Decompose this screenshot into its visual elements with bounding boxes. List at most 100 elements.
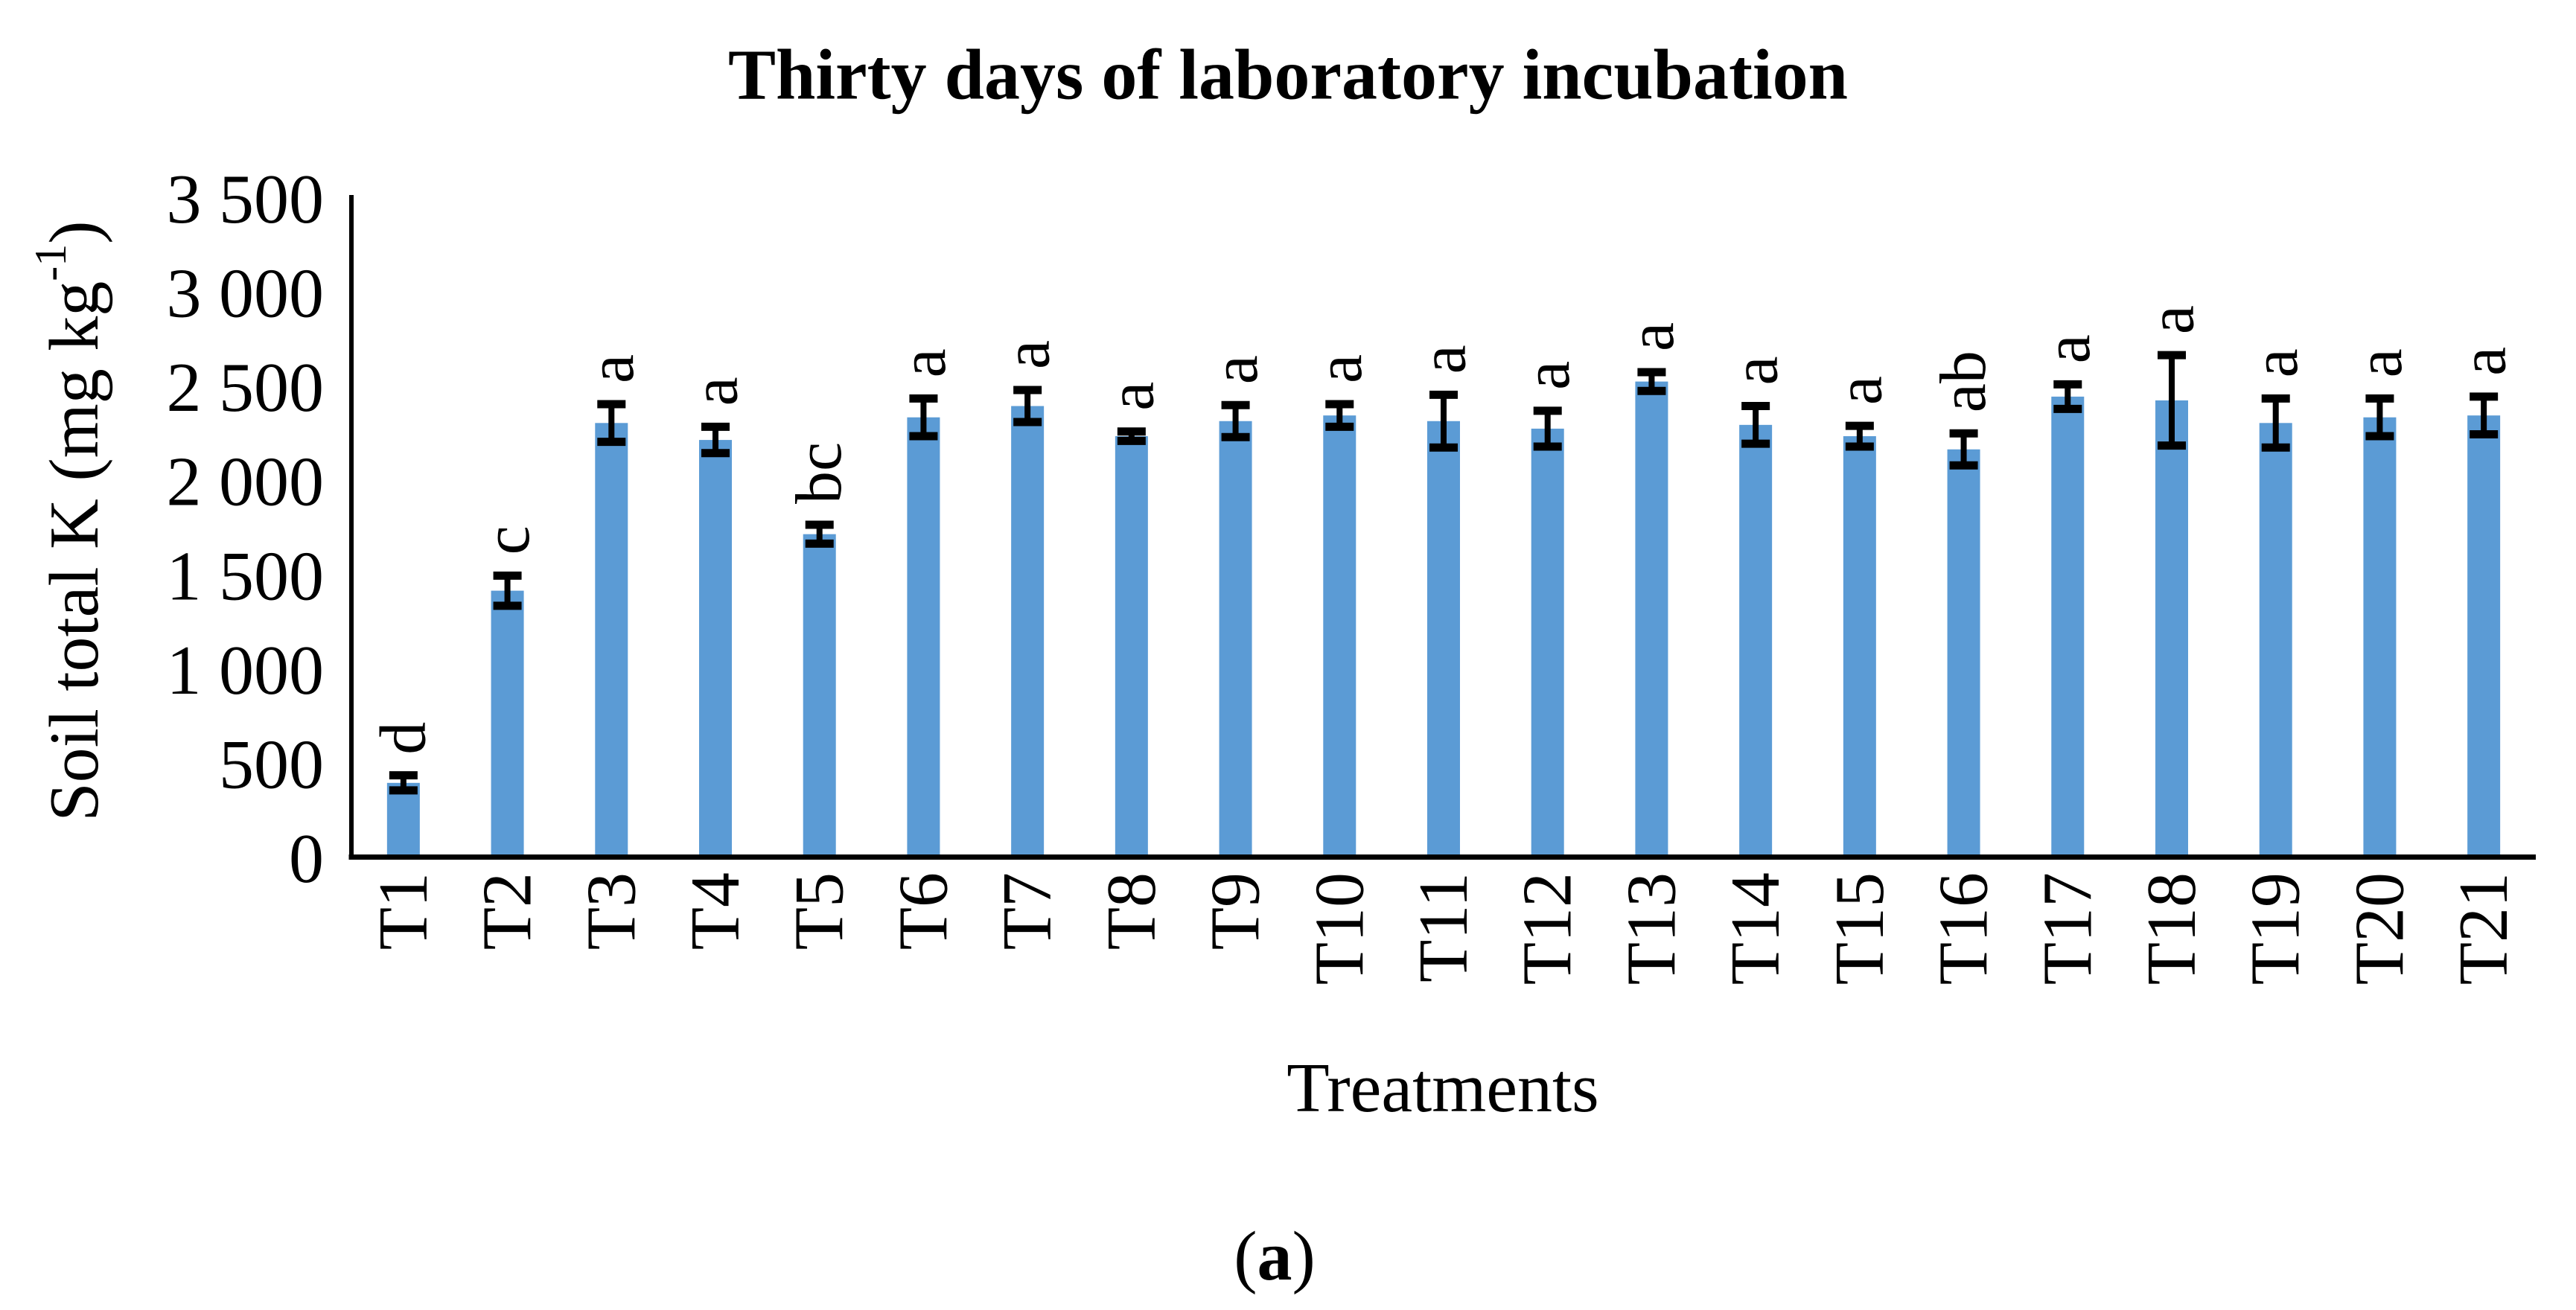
x-axis-category-labels: T1 T2 T3 T4 T5 T6 T7 T8 T9 T10 T11 T12 T13 T14 T15 T16 T… (365, 872, 2522, 985)
x-axis-label-T10: T10 (1301, 872, 1378, 985)
bar-T2 (491, 590, 524, 857)
error-bar-T21 (2470, 392, 2499, 438)
sig-letter-T18: a (2136, 305, 2208, 334)
y-tick-label-1500: 1 500 (167, 537, 325, 615)
figure-caption: (a) (1234, 1218, 1316, 1295)
bar-T3 (595, 423, 628, 857)
sig-letter-T12: a (1511, 361, 1584, 390)
error-bar-T20 (2365, 394, 2394, 441)
bar-T17 (2051, 396, 2085, 857)
x-axis-label-T16: T16 (1925, 872, 2003, 985)
sig-letter-T7: a (992, 340, 1064, 369)
error-bar-T13 (1637, 368, 1666, 395)
sig-letter-T3: a (576, 354, 648, 383)
error-bar-T15 (1845, 421, 1874, 451)
sig-letter-T1: d (367, 722, 439, 755)
x-axis-label-T14: T14 (1717, 872, 1794, 985)
bar-T16 (1947, 449, 1980, 857)
sig-letter-T21: a (2448, 347, 2520, 376)
bar-T10 (1323, 415, 1356, 857)
sig-letter-T9: a (1199, 355, 1272, 384)
bar-T14 (1739, 424, 1773, 857)
chart-title: Thirty days of laboratory incubation (728, 35, 1848, 115)
bar-T4 (699, 440, 732, 857)
y-tick-label-3500: 3 500 (167, 161, 325, 238)
bar-T20 (2363, 417, 2397, 857)
sig-letter-T16: ab (1928, 351, 2000, 412)
bar-T5 (803, 534, 836, 857)
sig-letter-T6: a (887, 348, 960, 377)
bar-T13 (1635, 381, 1668, 857)
error-bar-T9 (1221, 400, 1250, 441)
error-bar-T5 (805, 520, 834, 548)
x-axis-label-T3: T3 (573, 872, 650, 950)
sig-letter-T11: a (1408, 345, 1480, 374)
sig-letter-T17: a (2032, 334, 2104, 363)
error-bar-T19 (2261, 394, 2290, 452)
bars-group (386, 381, 2501, 857)
error-bar-T7 (1013, 386, 1042, 426)
sig-letter-T10: a (1304, 354, 1376, 383)
y-tick-label-2000: 2 000 (167, 444, 325, 521)
y-tick-label-3000: 3 000 (167, 255, 325, 333)
y-axis-title: Soil total K (mg kg-1) (26, 220, 113, 821)
y-tick-label-500: 500 (219, 726, 324, 803)
x-axis-label-T9: T9 (1197, 872, 1275, 950)
x-axis-label-T1: T1 (365, 872, 442, 950)
error-bar-T8 (1117, 427, 1146, 445)
bar-T8 (1115, 436, 1148, 857)
sig-letter-T13: a (1616, 322, 1688, 351)
x-axis-label-T8: T8 (1093, 872, 1170, 950)
error-bar-T12 (1533, 406, 1562, 451)
sig-letter-T5: bc (783, 442, 855, 504)
sig-letter-T8: a (1095, 382, 1167, 411)
error-bar-T11 (1429, 390, 1458, 452)
x-axis-label-T21: T21 (2445, 872, 2522, 985)
bar-T11 (1427, 421, 1460, 857)
error-bar-T3 (597, 400, 626, 447)
sig-letter-T2: c (471, 525, 543, 555)
x-axis-label-T13: T13 (1613, 872, 1690, 985)
x-axis-label-T7: T7 (989, 872, 1066, 950)
x-axis-label-T18: T18 (2133, 872, 2210, 985)
y-axis-tick-labels: 0 500 1 000 1 500 2 000 2 500 3 000 3 500 (167, 161, 325, 898)
x-axis-label-T15: T15 (1821, 872, 1898, 985)
error-bar-T16 (1949, 429, 1978, 470)
error-bar-T2 (493, 571, 522, 610)
error-bars-group (389, 351, 2499, 795)
bar-T12 (1531, 428, 1564, 857)
error-bar-T10 (1325, 400, 1354, 431)
error-bar-T18 (2158, 351, 2186, 450)
y-tick-label-0: 0 (289, 820, 324, 898)
error-bar-T17 (2053, 380, 2082, 413)
x-axis-label-T6: T6 (884, 872, 962, 950)
significance-letters-group: d c a a bc a a a a a a a a a a ab a a a a a (367, 305, 2519, 755)
bar-T15 (1843, 436, 1876, 857)
bar-T9 (1219, 421, 1252, 857)
bar-T6 (907, 417, 940, 857)
x-axis-label-T5: T5 (781, 872, 858, 950)
sig-letter-T14: a (1720, 356, 1792, 385)
x-axis-label-T2: T2 (469, 872, 546, 950)
error-bar-T6 (909, 394, 938, 441)
error-bar-T1 (389, 771, 418, 795)
x-axis-label-T12: T12 (1509, 872, 1587, 985)
bar-T7 (1011, 406, 1045, 857)
sig-letter-T15: a (1823, 376, 1896, 405)
error-bar-T14 (1741, 402, 1770, 448)
x-axis-label-T19: T19 (2237, 872, 2315, 985)
bar-T21 (2467, 415, 2501, 857)
x-axis-label-T17: T17 (2029, 872, 2106, 985)
x-axis-label-T20: T20 (2341, 872, 2418, 985)
bar-T1 (386, 782, 420, 857)
x-axis-label-T11: T11 (1405, 872, 1482, 982)
x-axis-title: Treatments (1287, 1049, 1599, 1127)
sig-letter-T20: a (2344, 348, 2416, 377)
bar-T19 (2259, 423, 2292, 857)
sig-letter-T19: a (2239, 348, 2312, 377)
y-tick-label-1000: 1 000 (167, 632, 325, 709)
error-bar-T4 (701, 422, 730, 458)
y-tick-label-2500: 2 500 (167, 349, 325, 426)
